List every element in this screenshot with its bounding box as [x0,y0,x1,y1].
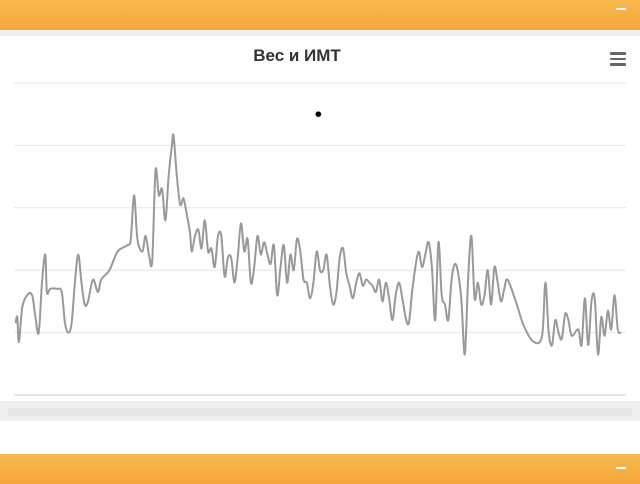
chart-scrollbar[interactable] [0,401,640,421]
top-divider [0,30,640,36]
chart-title: Вес и ИМТ [253,46,341,65]
chart-annotations [315,111,322,117]
bottom-spacer [0,421,640,454]
marker-dot [315,111,322,117]
bottom-app-bar [0,454,640,484]
chart-series [14,133,622,356]
chart-grid [14,82,626,396]
hamburger-menu-icon[interactable] [610,52,626,66]
bottom-bar-dash-icon [616,467,626,469]
scrollbar-track[interactable] [8,408,632,416]
series-line[interactable] [14,133,622,356]
top-app-bar [0,0,640,30]
chart-area: 01.11.201801.01.201901.03.201901.05.2019… [14,82,626,396]
top-bar-dash-icon [616,8,626,10]
